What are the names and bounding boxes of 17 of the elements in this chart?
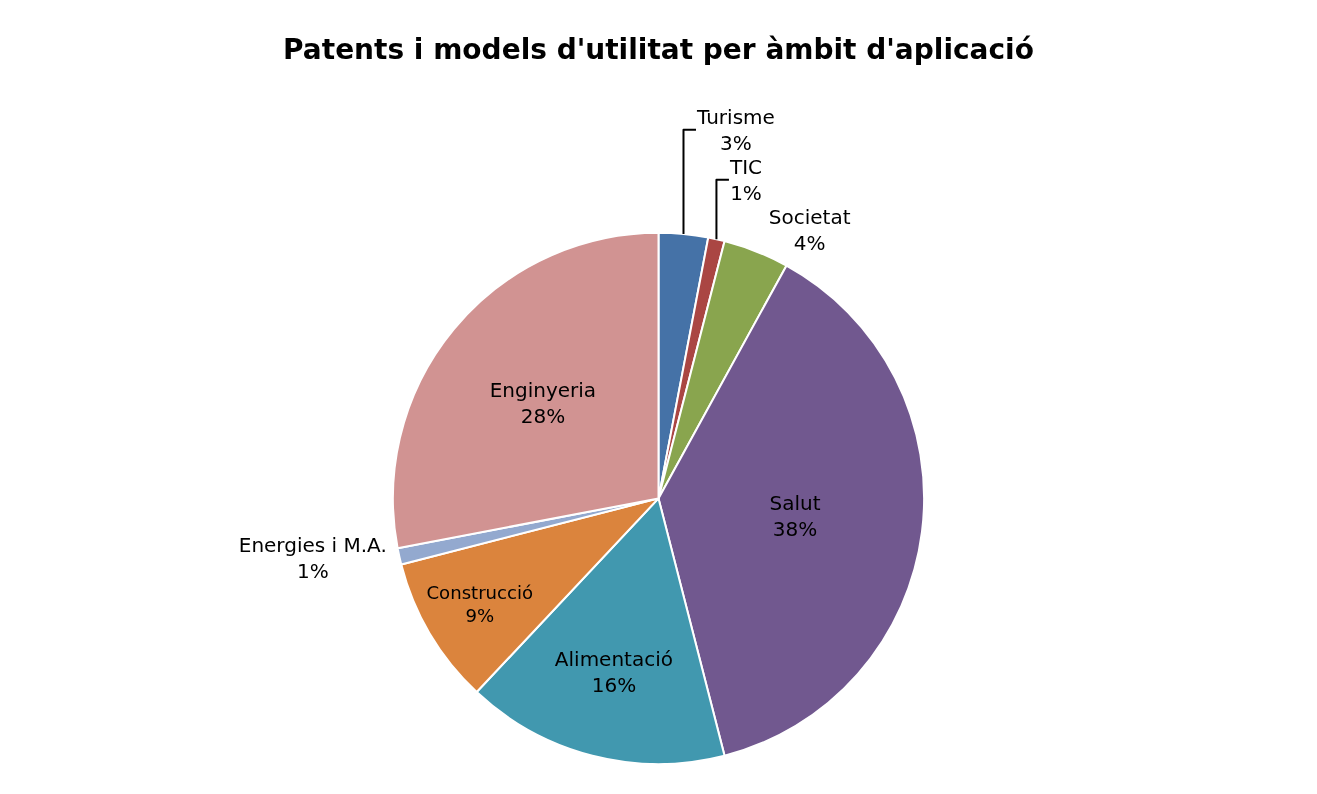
slice-label: Alimentació (554, 647, 673, 672)
slice-label: Enginyeria (489, 377, 597, 402)
slice-label: Construcció (426, 581, 534, 603)
slice-label: Salut (769, 490, 821, 515)
data-label: 4% (793, 230, 826, 255)
slice-label: Societat (768, 204, 851, 229)
data-label: 9% (465, 605, 495, 627)
data-label: 16% (591, 673, 637, 698)
data-label: 28% (520, 403, 566, 428)
data-label: 3% (720, 130, 752, 155)
data-label: 1% (730, 180, 762, 205)
data-label: 38% (772, 516, 818, 541)
slice-label: TIC (728, 154, 763, 179)
chart-title: Patents i models d'utilitat per àmbit d'aplicació (283, 33, 1034, 67)
slice-label: Energies i M.A. (238, 532, 387, 557)
slice-label: Turisme (696, 104, 775, 129)
data-label: 1% (296, 558, 329, 583)
